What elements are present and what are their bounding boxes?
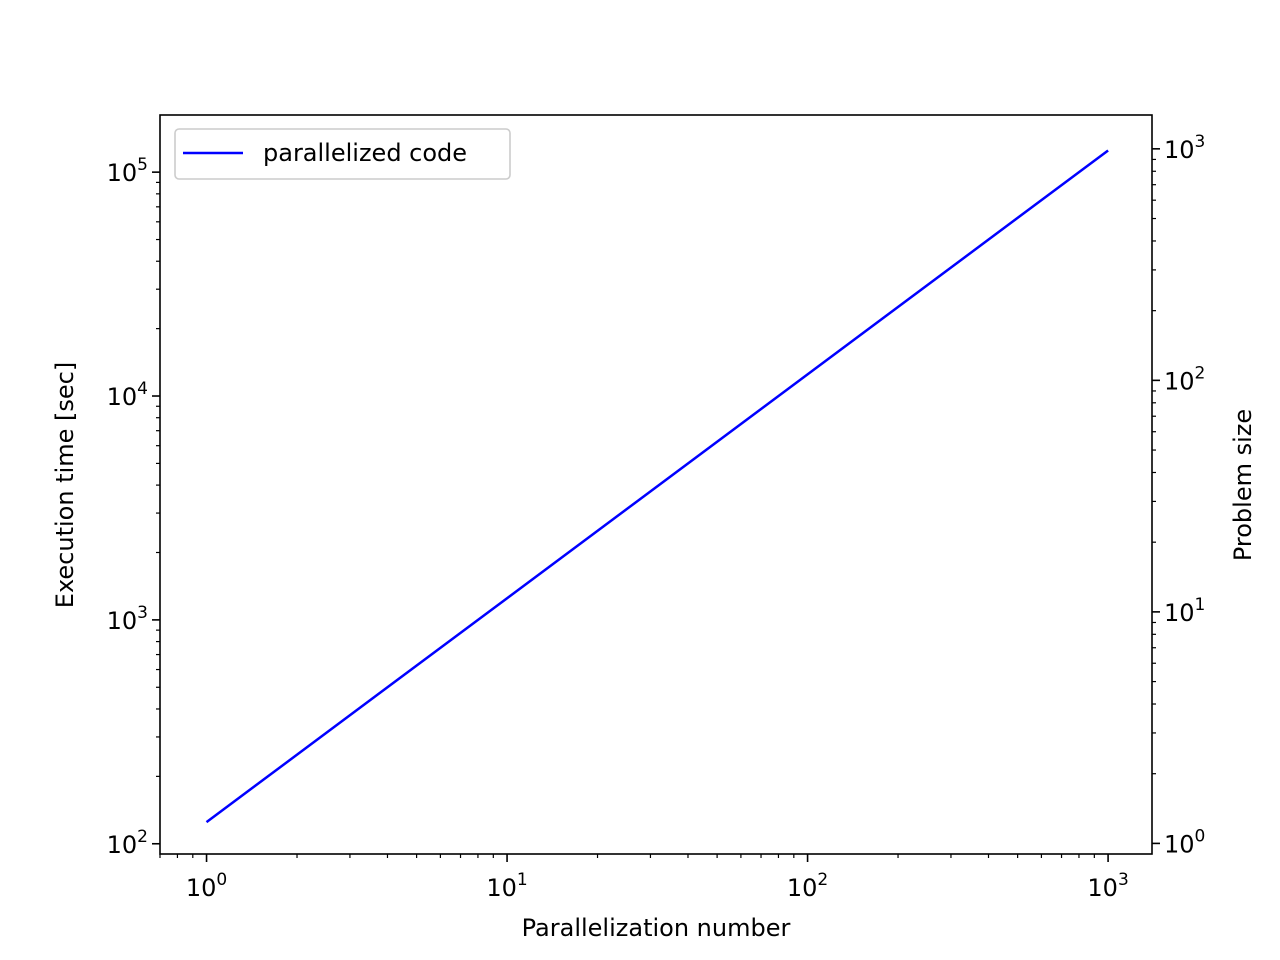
y2-tick-label: 101 xyxy=(1164,595,1205,627)
legend: parallelized code xyxy=(174,128,511,180)
plot-layer xyxy=(205,149,1109,824)
series-line xyxy=(205,149,1109,824)
x-axis-label: Parallelization number xyxy=(522,914,791,942)
plot-frame xyxy=(159,114,1153,855)
y2-tick-label: 102 xyxy=(1164,363,1205,395)
x-tick-label: 103 xyxy=(1087,870,1128,902)
legend-label: parallelized code xyxy=(263,139,467,167)
legend-frame xyxy=(174,128,511,180)
y2-tick-label: 100 xyxy=(1164,826,1205,858)
x-tick-label: 102 xyxy=(787,870,828,902)
y-tick-label: 103 xyxy=(107,603,148,635)
y-axis-label: Execution time [sec] xyxy=(51,362,79,608)
y-tick-label: 104 xyxy=(107,379,148,411)
y2-axis-label: Problem size xyxy=(1229,409,1257,561)
x-tick-label: 100 xyxy=(186,870,227,902)
y-tick-label: 102 xyxy=(107,827,148,859)
y2-tick-label: 103 xyxy=(1164,132,1205,164)
x-tick-label: 101 xyxy=(486,870,527,902)
y-tick-label: 105 xyxy=(107,155,148,187)
ticks-layer: 100 101 102 103 102 103 104 105 100 101 102 103 xyxy=(107,132,1206,902)
